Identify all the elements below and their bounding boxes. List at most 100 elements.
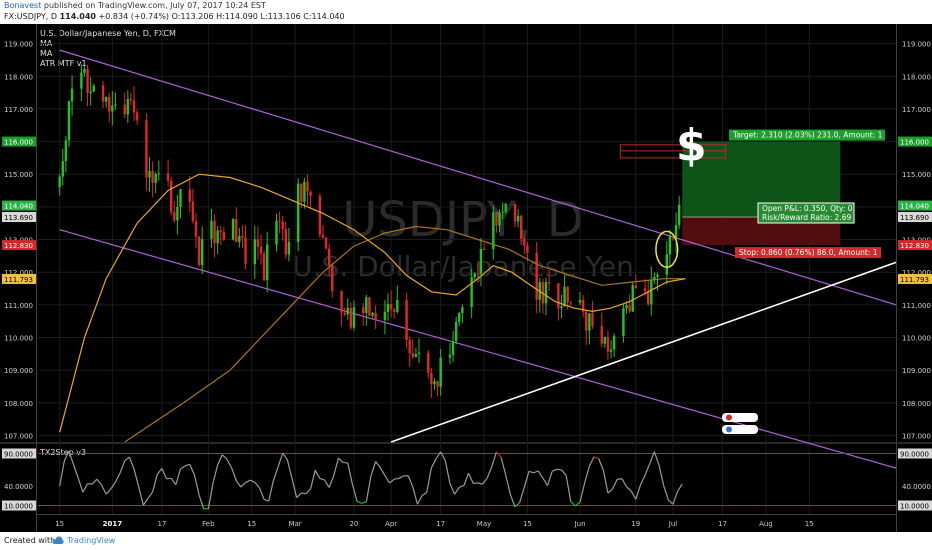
price-tag[interactable] — [2, 211, 36, 222]
candle-up — [92, 85, 95, 92]
price-tick-label: 115.000 — [4, 171, 33, 179]
alert-badges[interactable] — [722, 413, 758, 434]
author-name[interactable]: Bonavest — [4, 1, 42, 10]
time-tick-label: May — [477, 520, 491, 528]
target-label-box[interactable] — [729, 129, 885, 141]
oscillator-segment — [584, 466, 590, 483]
oscillator-segment — [663, 485, 669, 501]
price-tag[interactable] — [2, 200, 36, 211]
legend-atr[interactable]: ATR MTF v1 — [40, 59, 87, 68]
time-tick-label: 17 — [718, 520, 727, 528]
oscillator-pane[interactable]: TX2Step v3 — [38, 448, 896, 510]
price-tag[interactable] — [2, 136, 36, 147]
price-tag-label: 111.793 — [4, 276, 33, 284]
candle-up — [58, 176, 61, 188]
tradingview-brand[interactable]: TradingView — [67, 536, 116, 545]
candle-up — [67, 101, 71, 141]
price-tag[interactable] — [898, 200, 932, 211]
highlight-ellipse[interactable] — [655, 230, 679, 269]
oscillator-segment — [110, 481, 116, 490]
candle-down — [581, 300, 585, 312]
open-pl-label: Open P&L: 0.350, Qty: 0 — [762, 204, 853, 213]
oscillator-segment — [231, 467, 237, 481]
oscillator-segment — [444, 460, 451, 484]
tradingview-cloud-icon — [52, 536, 64, 544]
candle-up — [371, 312, 374, 316]
candle-down — [671, 235, 675, 239]
candle-up — [111, 105, 114, 112]
oscillator-title[interactable]: TX2Step v3 — [39, 448, 86, 457]
oscillator-segment — [672, 491, 679, 505]
oscillator-segment — [579, 482, 586, 503]
price-tick-label: 108.000 — [4, 400, 33, 408]
candle-down — [523, 238, 526, 246]
price-tick-label: 110.000 — [4, 335, 33, 343]
legend-instrument[interactable]: U.S. Dollar/Japanese Yen, D, FXCM — [40, 29, 176, 38]
oscillator-tag[interactable] — [2, 500, 36, 511]
price-tag[interactable] — [898, 136, 932, 147]
candle-up — [266, 244, 269, 281]
oscillator-segment — [653, 451, 660, 466]
candle-down — [281, 221, 284, 230]
oscillator-segment — [602, 469, 609, 494]
candle-up — [396, 299, 399, 312]
oscillator-segment — [440, 451, 446, 462]
time-tick-label: Feb — [202, 520, 215, 528]
price-tag[interactable] — [898, 211, 932, 222]
candle-down — [408, 340, 411, 354]
candle-down — [86, 68, 89, 93]
oscillator-axis[interactable]: 10.0000 10.0000 40.0000 40.0000 90.0000 90.00… — [2, 448, 932, 511]
candle-down — [173, 212, 176, 221]
oscillator-tag[interactable] — [898, 448, 932, 459]
support-trendline[interactable] — [390, 261, 897, 443]
time-axis[interactable]: 15 2017 17 Feb 15 Mar 20 Apr 17 May 15 Jun 19 Jul 17 Au… — [55, 520, 814, 528]
candle-down — [256, 239, 260, 247]
oscillator-segment — [454, 486, 460, 495]
oscillator-segment — [156, 468, 163, 475]
annotations[interactable] — [655, 230, 679, 269]
price-tag[interactable] — [2, 240, 36, 251]
candle-up — [303, 181, 306, 202]
time-tick-label: 20 — [349, 520, 358, 528]
candle-up — [563, 286, 566, 307]
oscillator-segment — [193, 474, 200, 496]
candle-up — [346, 307, 349, 315]
oscillator-segment — [105, 488, 112, 495]
candle-up — [287, 241, 291, 255]
candle-up — [498, 212, 501, 226]
oscillator-segment — [314, 469, 321, 479]
candle-up — [386, 304, 390, 312]
oscillator-tag[interactable] — [2, 448, 36, 459]
ohlc-line: FX:USDJPY, D 114.040 +0.834 (+0.74%) O:1… — [4, 12, 345, 21]
candle-up — [674, 225, 678, 239]
legend-ma-2[interactable]: MA — [40, 49, 53, 58]
oscillator-segment — [612, 478, 618, 490]
oscillator-segment — [495, 451, 502, 458]
alert-badge[interactable] — [722, 425, 758, 434]
oscillator-segment — [514, 502, 521, 508]
channel-upper-line[interactable] — [59, 49, 897, 306]
candle-up — [179, 189, 182, 207]
oscillator-segment — [272, 466, 279, 481]
position-labels[interactable]: Target: 2.310 (2.03%) 231.0, Amount: 1 O… — [729, 129, 885, 259]
dollar-sign-annotation[interactable]: $ — [676, 120, 707, 171]
price-tag[interactable] — [898, 240, 932, 251]
price-tag[interactable] — [898, 273, 932, 284]
alert-badge[interactable] — [722, 413, 758, 422]
price-tick-label: 109.000 — [902, 367, 931, 375]
price-axis[interactable]: 107.000 107.000 108.000 108.000 109.000 109.0… — [2, 41, 932, 441]
stop-label-box[interactable] — [735, 247, 881, 259]
oscillator-segment — [73, 464, 79, 479]
oscillator-segment — [100, 484, 107, 495]
oscillator-segment — [328, 475, 335, 488]
price-tag[interactable] — [2, 273, 36, 284]
open-pl-box[interactable] — [757, 202, 855, 224]
price-chart[interactable]: USDJPY, D U.S. Dollar/Japanese Yen U.S. … — [0, 24, 932, 532]
risk-reward-label: Risk/Reward Ratio: 2.69 — [762, 213, 851, 222]
oscillator-tag[interactable] — [898, 500, 932, 511]
oscillator-segment — [305, 488, 312, 495]
oscillator-segment — [114, 472, 121, 483]
ghost-target-zone[interactable] — [619, 144, 727, 159]
oscillator-segment — [449, 483, 456, 495]
candle-down — [300, 183, 303, 202]
